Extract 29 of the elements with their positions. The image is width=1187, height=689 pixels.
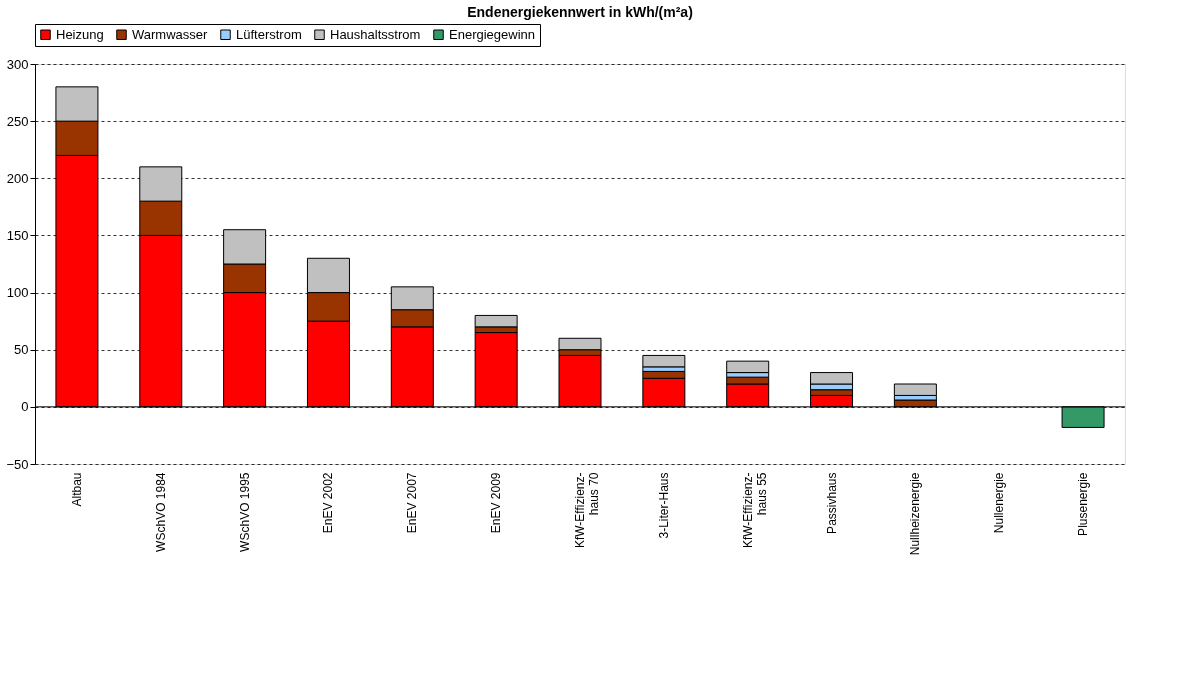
legend-label: Lüfterstrom: [236, 26, 302, 42]
x-tick-label: EnEV 2009: [489, 472, 504, 534]
x-tick-label: KfW-Effizienz- haus 55: [740, 472, 769, 549]
y-tick-label: 300: [6, 56, 29, 72]
bar: [642, 354, 686, 368]
y-tick-label: 150: [6, 227, 29, 243]
x-tick-label: EnEV 2007: [405, 472, 420, 534]
x-tick-label: 3-Liter-Haus: [656, 472, 671, 539]
x-tick-label: Passivhaus: [824, 472, 839, 534]
y-tick-label: 50: [14, 342, 29, 358]
y-tick-label: −50: [6, 456, 29, 472]
y-tick-label: 250: [6, 113, 29, 129]
x-tick-label: Plusenergie: [1076, 472, 1091, 536]
y-tick-label: 0: [21, 399, 29, 415]
x-tick-label: WSchVO 1995: [237, 472, 252, 552]
y-tick-label: 200: [6, 170, 29, 186]
x-tick-label: EnEV 2002: [321, 472, 336, 534]
y-tick-label: 100: [6, 285, 29, 301]
x-tick-label: WSchVO 1984: [153, 472, 168, 552]
x-tick-label: Nullheizenergie: [908, 472, 923, 556]
chart-title: Endenergiekennwert in kWh/(m²a): [467, 3, 693, 20]
legend-label: Energiegewinn: [449, 26, 536, 42]
x-tick-label: KfW-Effizienz- haus 70: [573, 472, 601, 549]
x-tick-label: Altbau: [69, 472, 84, 507]
legend-label: Haushaltsstrom: [330, 26, 421, 42]
legend-label: Heizung: [56, 26, 104, 42]
bar: [726, 360, 770, 374]
legend-label: Warmwasser: [132, 26, 209, 42]
x-tick-label: Nullenergie: [992, 472, 1007, 534]
